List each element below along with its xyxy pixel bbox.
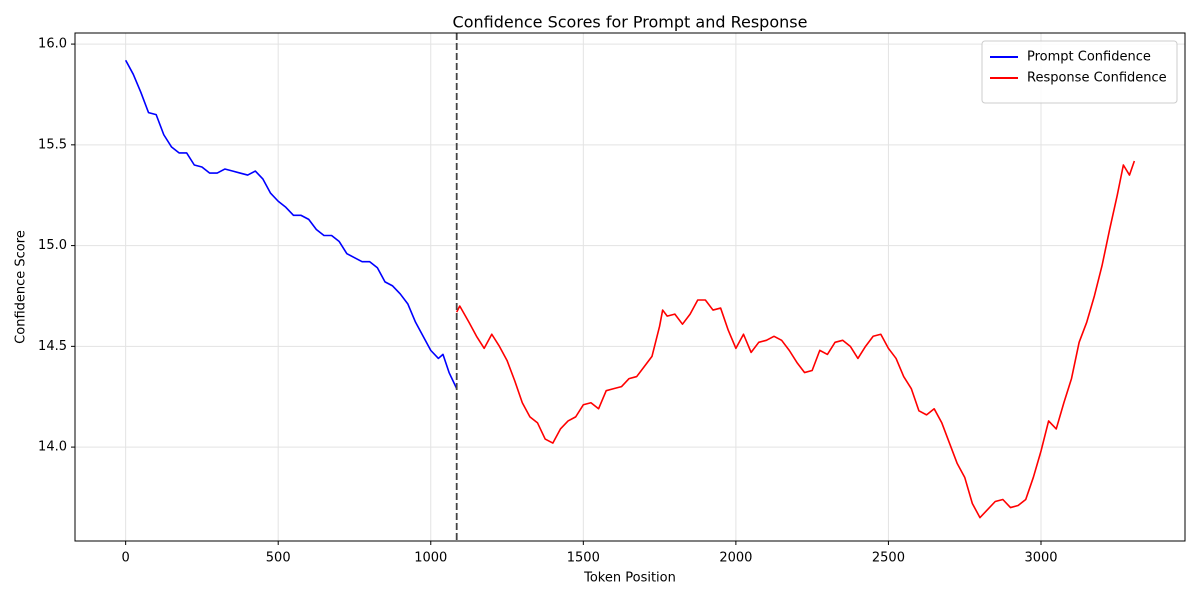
plot-frame: [74, 32, 1186, 542]
x-tick-label: 3000: [1024, 551, 1057, 566]
x-axis-label: Token Position: [583, 571, 676, 586]
y-tick-label: 16.0: [38, 37, 67, 52]
y-axis-label: Confidence Score: [14, 230, 29, 344]
y-tick-label: 15.5: [38, 137, 67, 152]
x-tick-label: 0: [122, 551, 130, 566]
chart-title: Confidence Scores for Prompt and Respons…: [453, 13, 808, 32]
legend-label: Response Confidence: [1027, 71, 1167, 86]
line-series: [455, 160, 1136, 519]
x-tick-label: 500: [266, 551, 291, 566]
line-series: [124, 59, 458, 390]
x-tick-label: 1500: [567, 551, 600, 566]
y-tick-label: 14.0: [38, 440, 67, 455]
x-tick-label: 2500: [872, 551, 905, 566]
x-tick-label: 1000: [414, 551, 447, 566]
legend-label: Prompt Confidence: [1027, 50, 1151, 65]
legend-box: [981, 40, 1178, 104]
x-tick-label: 2000: [719, 551, 752, 566]
y-tick-label: 14.5: [38, 339, 67, 354]
y-tick-label: 15.0: [38, 238, 67, 253]
